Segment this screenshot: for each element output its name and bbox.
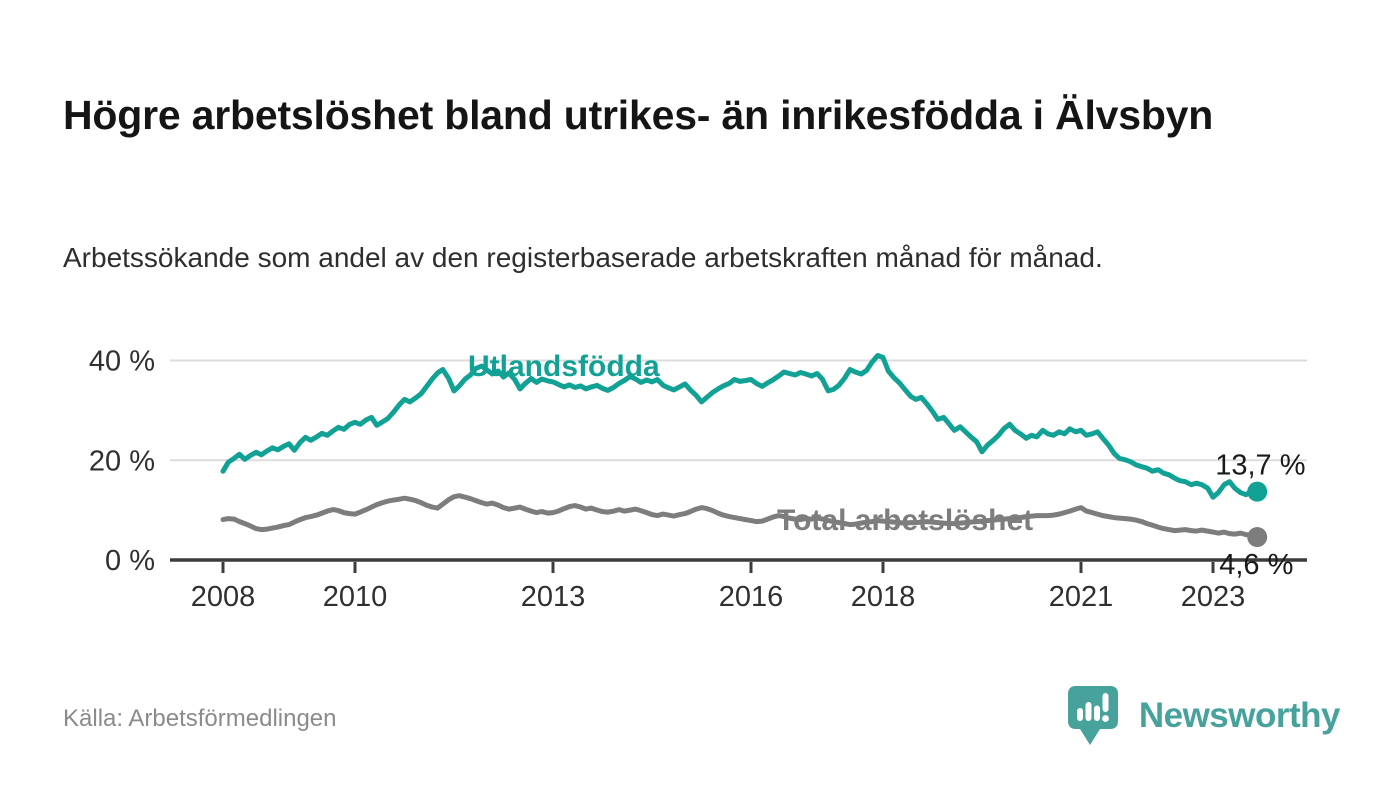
- x-axis-tick-label: 2016: [719, 581, 784, 613]
- x-axis-tick-label: 2018: [851, 581, 916, 613]
- x-axis-tick-label: 2021: [1049, 581, 1114, 613]
- newsworthy-brand-text: Newsworthy: [1138, 696, 1341, 735]
- series-end-value-total-arbetsloshet: 4,6 %: [1219, 549, 1293, 581]
- series-end-dot-total-arbetsloshet: [1247, 527, 1268, 548]
- series-line-total-arbetsloshet: [220, 493, 1260, 540]
- series-label-total-arbetsloshet: Total arbetslöshet: [777, 504, 1033, 537]
- source-note: Källa: Arbetsförmedlingen: [63, 705, 337, 732]
- series-end-dot-utlandsfodda: [1247, 481, 1268, 502]
- newsworthy-logo: Newsworthy: [1063, 681, 1341, 751]
- line-chart: 2008 2010 2013 2016 2018 2021 2023 0 % 20 % 40 % U…: [89, 346, 1307, 613]
- x-axis-tick-label: 2023: [1181, 581, 1246, 613]
- y-axis-tick-label: 20 %: [89, 445, 155, 477]
- x-axis-tick-label: 2013: [521, 581, 586, 613]
- series-label-utlandsfodda: Utlandsfödda: [468, 350, 660, 383]
- page-title: Högre arbetslöshet bland utrikes- än inr…: [63, 92, 1214, 139]
- series-end-value-utlandsfodda: 13,7 %: [1215, 450, 1305, 482]
- y-axis-tick-label: 0 %: [105, 545, 155, 577]
- y-axis-tick-label: 40 %: [89, 346, 155, 378]
- x-axis-tick-label: 2010: [323, 581, 388, 613]
- speech-bubble-bar-chart-icon: [1067, 686, 1118, 745]
- chart-area: 2008 2010 2013 2016 2018 2021 2023 0 % 20 % 40 % U…: [0, 330, 1400, 625]
- page-subtitle: Arbetssökande som andel av den registerb…: [63, 242, 1103, 273]
- x-axis-tick-label: 2008: [191, 581, 256, 613]
- series-line-utlandsfodda: [220, 353, 1260, 500]
